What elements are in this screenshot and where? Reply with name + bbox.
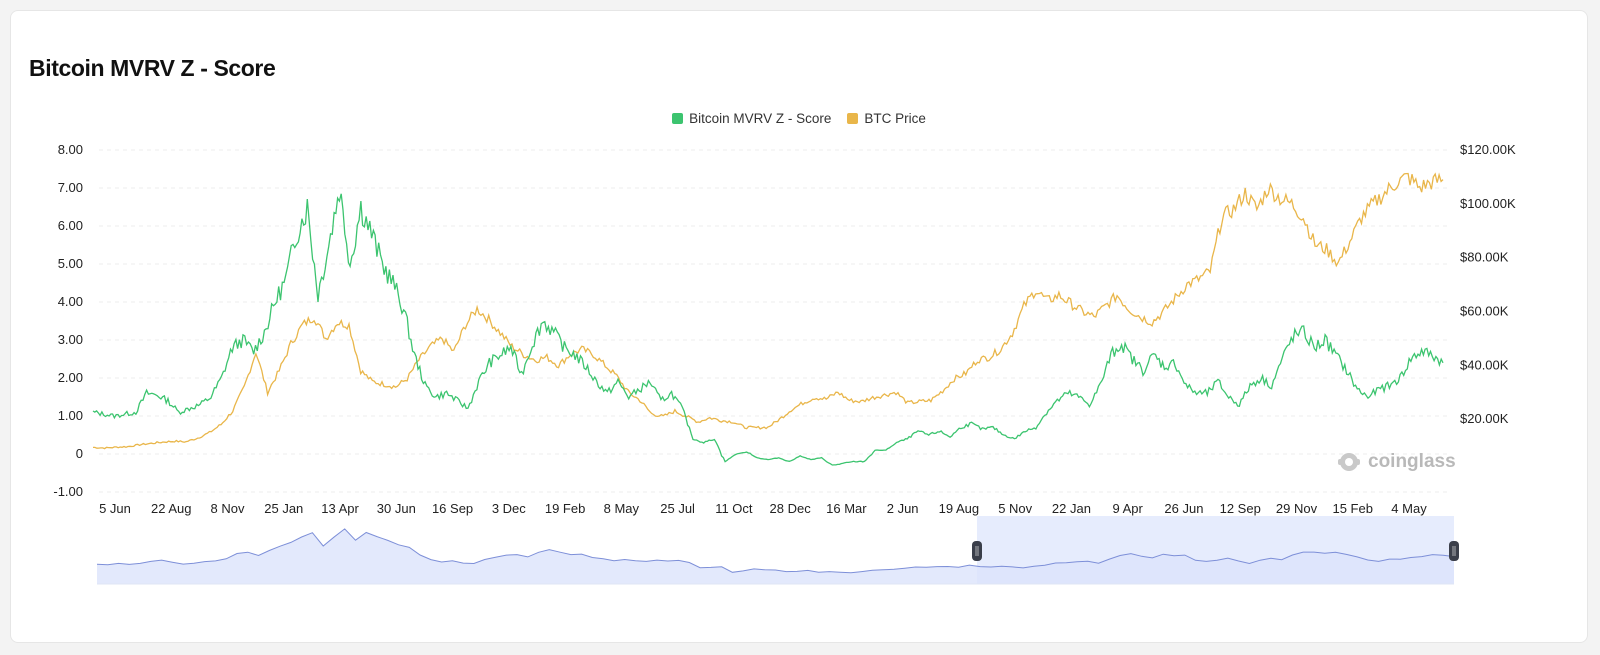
x-tick-label: 29 Nov: [1276, 501, 1318, 516]
legend-item-price[interactable]: BTC Price: [847, 111, 926, 126]
x-tick-label: 15 Feb: [1332, 501, 1372, 516]
y-right-tick-label: $20.00K: [1460, 411, 1509, 426]
y-left-tick-label: -1.00: [53, 484, 83, 499]
y-right-tick-label: $120.00K: [1460, 142, 1516, 157]
legend-swatch-price: [847, 113, 859, 124]
x-axis: 5 Jun 22 Aug 8 Nov 25 Jan 13 Apr 30 Jun 16 Sep…: [99, 501, 1427, 516]
y-axis-left: 8.00 7.00 6.00 5.00 4.00 3.00 2.00 1.00 0 -1.00: [53, 142, 83, 499]
x-tick-label: 25 Jul: [660, 501, 695, 516]
x-tick-label: 22 Aug: [151, 501, 192, 516]
grip-handle-icon: [972, 541, 982, 561]
range-navigator: [96, 516, 1459, 585]
navigator-line: [96, 528, 1455, 574]
y-left-tick-label: 7.00: [58, 180, 83, 195]
legend-label-zscore: Bitcoin MVRV Z - Score: [689, 111, 832, 126]
x-tick-label: 13 Apr: [321, 501, 359, 516]
chart-card: Bitcoin MVRV Z - Score Bitcoin MVRV Z - …: [10, 10, 1588, 643]
watermark: coinglass: [1336, 449, 1456, 475]
x-tick-label: 12 Sep: [1220, 501, 1261, 516]
series-line-zscore: [92, 193, 1444, 466]
legend-label-price: BTC Price: [864, 111, 926, 126]
x-tick-label: 19 Feb: [545, 501, 585, 516]
x-tick-label: 11 Oct: [715, 501, 753, 516]
y-left-tick-label: 8.00: [58, 142, 83, 157]
x-tick-label: 30 Jun: [377, 501, 416, 516]
y-left-tick-label: 3.00: [58, 332, 83, 347]
y-right-tick-label: $60.00K: [1460, 304, 1509, 319]
coinglass-logo-icon: [1338, 453, 1360, 471]
navigator-handle-right[interactable]: [1449, 541, 1459, 561]
y-right-tick-label: $80.00K: [1460, 250, 1509, 265]
x-tick-label: 8 May: [604, 501, 640, 516]
x-tick-label: 3 Dec: [492, 501, 526, 516]
legend: Bitcoin MVRV Z - Score BTC Price: [11, 111, 1587, 126]
x-tick-label: 5 Jun: [99, 501, 131, 516]
navigator-area: [97, 528, 1454, 584]
x-tick-label: 28 Dec: [770, 501, 812, 516]
x-tick-label: 8 Nov: [211, 501, 245, 516]
x-tick-label: 5 Nov: [998, 501, 1032, 516]
y-left-tick-label: 6.00: [58, 218, 83, 233]
y-left-tick-label: 4.00: [58, 294, 83, 309]
x-tick-label: 26 Jun: [1164, 501, 1203, 516]
x-tick-label: 16 Sep: [432, 501, 473, 516]
watermark-text: coinglass: [1368, 451, 1456, 472]
grip-handle-icon: [1449, 541, 1459, 561]
y-axis-right: $120.00K $100.00K $80.00K $60.00K $40.00K $20…: [1460, 142, 1516, 426]
x-tick-label: 22 Jan: [1052, 501, 1091, 516]
x-tick-label: 16 Mar: [826, 501, 867, 516]
page-title: Bitcoin MVRV Z - Score: [29, 55, 276, 81]
x-tick-label: 4 May: [1391, 501, 1427, 516]
y-left-tick-label: 1.00: [58, 408, 83, 423]
y-right-tick-label: $100.00K: [1460, 196, 1516, 211]
legend-swatch-zscore: [672, 113, 684, 124]
y-left-tick-label: 2.00: [58, 370, 83, 385]
navigator-handle-left[interactable]: [972, 541, 982, 561]
x-tick-label: 2 Jun: [887, 501, 919, 516]
grid-lines: [99, 149, 1451, 493]
x-tick-label: 19 Aug: [939, 501, 980, 516]
x-tick-label: 25 Jan: [264, 501, 303, 516]
y-right-tick-label: $40.00K: [1460, 357, 1509, 372]
legend-item-zscore[interactable]: Bitcoin MVRV Z - Score: [672, 111, 831, 126]
y-left-tick-label: 0: [76, 446, 83, 461]
x-tick-label: 9 Apr: [1113, 501, 1144, 516]
series-line-btc-price: [93, 172, 1444, 450]
chart-plot[interactable]: 8.00 7.00 6.00 5.00 4.00 3.00 2.00 1.00 0 -1.00 $…: [11, 11, 1589, 644]
y-left-tick-label: 5.00: [58, 256, 83, 271]
